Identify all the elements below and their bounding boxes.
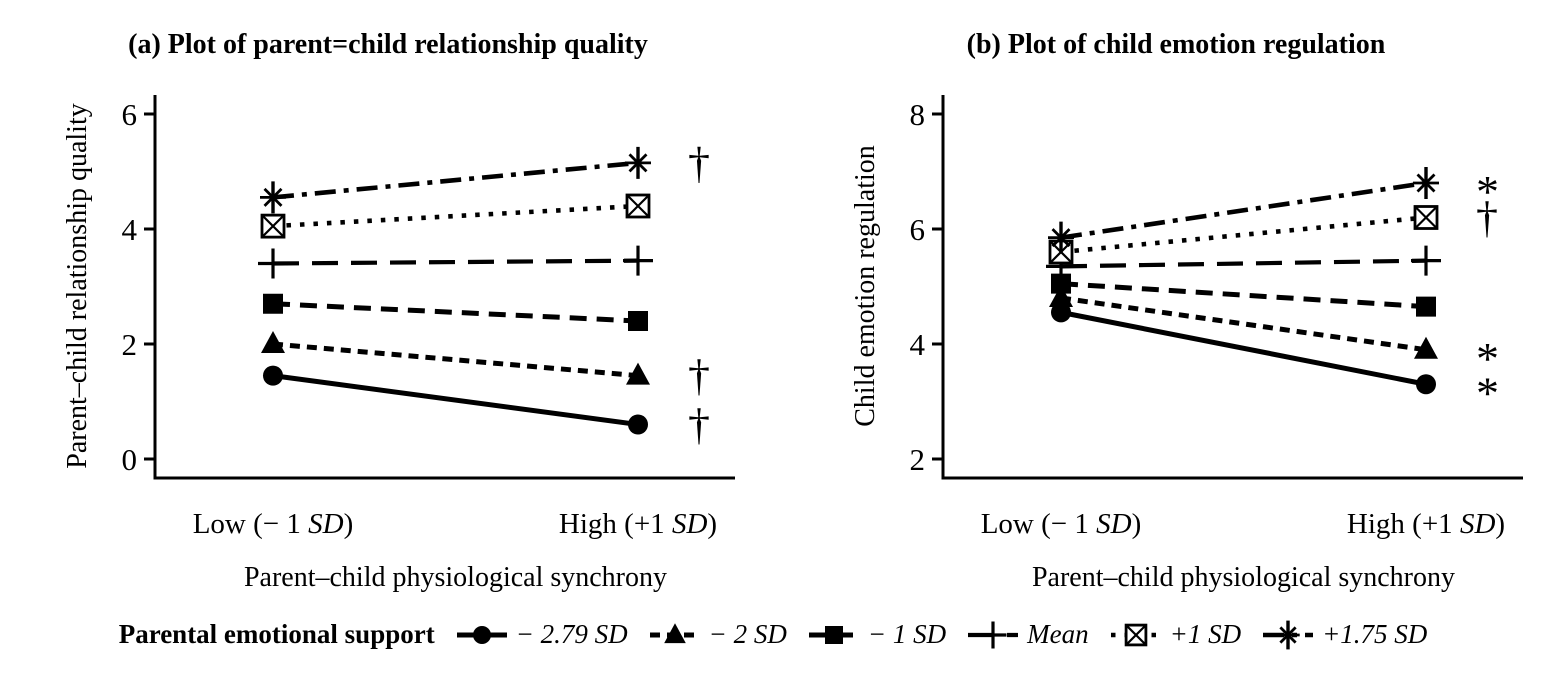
legend-item-1: − 2 SD — [648, 616, 787, 652]
panel-a-series-5-marker-high — [625, 146, 651, 179]
panel-a-series-1-marker-low — [261, 331, 285, 353]
legend-marker-asterisk-star-icon — [1263, 620, 1314, 650]
panel-a-series-3-marker-high — [623, 245, 653, 276]
legend-item-label-4: +1 SD — [1169, 618, 1242, 649]
legend: Parental emotional support − 2.79 SD − 2 … — [0, 602, 1546, 666]
legend-marker-3 — [979, 621, 1007, 649]
panel-a-x-tick-label-high: High (+1 SD) — [559, 508, 717, 540]
panel-b-series-4-significance-dagger: † — [1476, 194, 1498, 243]
panel-a-x-tick-label-low: Low (− 1 SD) — [193, 508, 354, 540]
legend-marker-0 — [472, 626, 491, 644]
legend-item-4: +1 SD — [1109, 616, 1241, 652]
panel-a-series-0-marker-low — [263, 365, 283, 386]
panel-a-series-1-significance-dagger: † — [688, 352, 710, 401]
legend-marker-filled-square-icon — [808, 626, 859, 644]
legend-marker-boxed-x-icon — [1110, 623, 1161, 647]
panel-b-series-2-marker-low — [1051, 273, 1071, 294]
panel-b-series-0-line — [1060, 309, 1427, 387]
legend-item-label-3: Mean — [1027, 618, 1089, 649]
panel-a-series-3-marker-low — [258, 248, 288, 279]
legend-marker-filled-triangle-icon — [649, 623, 700, 644]
panel-a-series-4-line — [272, 203, 639, 229]
panel-b-series-5-line — [1060, 180, 1427, 240]
panel-a-series-3-line — [272, 258, 639, 266]
panel-b-series-5-marker-low — [1048, 221, 1074, 254]
panel-b-y-axis-label: Child emotion regulation — [850, 145, 881, 427]
panel-b-x-tick-label-low: Low (− 1 SD) — [981, 508, 1142, 540]
panel-b-series-4-line — [1060, 215, 1427, 255]
panel-a-series-0-marker-high — [628, 414, 648, 435]
panel-b-y-tick-label-2: 2 — [910, 442, 926, 477]
legend-item-5: +1.75 SD — [1261, 616, 1427, 652]
panel-b-series-2-marker-high — [1416, 296, 1436, 317]
panel-a-series-4-marker-high — [625, 193, 651, 219]
panel-b-x-tick-label-high: High (+1 SD) — [1347, 508, 1505, 540]
panel-a-y-tick-label-0: 0 — [122, 442, 138, 477]
panel-a-y-tick-label-2: 2 — [122, 327, 138, 362]
panel-a-series-5-marker-low — [260, 181, 286, 214]
legend-title: Parental emotional support — [118, 618, 435, 649]
panel-b-series-1-significance-asterisk: * — [1476, 333, 1499, 384]
panel-a-y-axis-label: Parent–child relationship quality — [62, 103, 93, 468]
panel-b-series-0-marker-high — [1416, 374, 1436, 395]
panel-b-series-3-marker-high — [1411, 245, 1441, 276]
panel-b-series-1-line — [1060, 295, 1427, 353]
panel-a-series-1-marker-high — [626, 362, 650, 385]
panel-a-x-axis-label: Parent–child physiological synchrony — [244, 562, 667, 593]
panel-a-series-2-marker-high — [628, 311, 648, 331]
panel-a-title: (a) Plot of parent=child relationship qu… — [128, 29, 648, 60]
panel-a-y-tick-label-4: 4 — [122, 212, 138, 247]
panel-b-series-5-significance-asterisk: * — [1476, 166, 1499, 217]
panel-b-series-1-marker-low — [1049, 285, 1073, 307]
panel-a-y-tick-label-6: 6 — [122, 97, 138, 132]
panel-a-series-1-line — [272, 341, 639, 379]
panel-a-series-4-marker-low — [260, 213, 286, 239]
panel-b-series-5-marker-high — [1413, 167, 1439, 199]
panel-b-series-2-line — [1060, 281, 1427, 310]
legend-item-0: − 2.79 SD — [455, 616, 628, 652]
legend-item-label-1: − 2 SD — [708, 618, 787, 649]
panel-b-chart: (b) Plot of child emotion regulation Chil… — [850, 29, 1523, 593]
legend-marker-2 — [824, 626, 843, 644]
legend-item-label-5: +1.75 SD — [1322, 618, 1428, 649]
panel-b-y-tick-label-8: 8 — [910, 97, 926, 132]
panel-b-x-axis-label: Parent–child physiological synchrony — [1032, 562, 1455, 593]
legend-item-3: Mean — [966, 616, 1089, 652]
panel-a-chart: (a) Plot of parent=child relationship qu… — [62, 29, 735, 593]
panel-b-series-3-line — [1060, 258, 1427, 269]
panel-a-series-5-significance-dagger: † — [688, 139, 710, 188]
panel-b-title: (b) Plot of child emotion regulation — [967, 29, 1386, 60]
panel-b-series-4-marker-high — [1413, 205, 1439, 230]
panel-a-series-5-line — [272, 160, 639, 200]
panel-a-series-2-marker-low — [263, 293, 283, 314]
panel-a-series-2-line — [272, 301, 639, 324]
panel-b-series-0-significance-asterisk: * — [1476, 367, 1499, 418]
panel-b-y-tick-label-4: 4 — [910, 327, 926, 362]
legend-item-label-2: − 1 SD — [867, 618, 947, 649]
legend-marker-filled-circle-icon — [456, 626, 507, 644]
panel-b-y-tick-label-6: 6 — [910, 212, 926, 247]
legend-marker-1 — [663, 623, 686, 644]
panel-b-series-1-marker-high — [1414, 336, 1438, 359]
legend-item-label-0: − 2.79 SD — [515, 618, 628, 649]
legend-marker-plus-icon — [968, 621, 1019, 649]
panel-b-series-0-marker-low — [1051, 302, 1071, 323]
legend-item-2: − 1 SD — [807, 616, 946, 652]
panel-a-series-0-significance-dagger: † — [688, 401, 710, 450]
panel-a-series-0-line — [272, 373, 639, 427]
legend-marker-4 — [1124, 623, 1147, 647]
legend-marker-5 — [1276, 620, 1300, 650]
